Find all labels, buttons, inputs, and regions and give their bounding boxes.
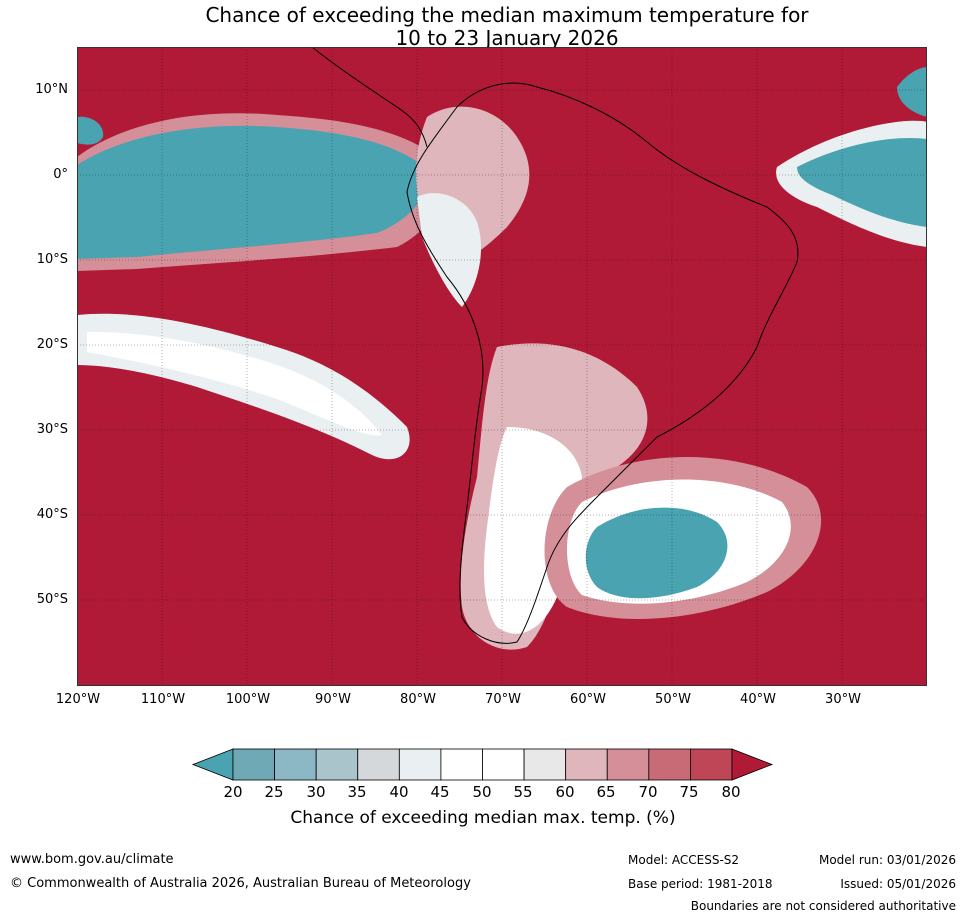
map-frame — [77, 47, 927, 686]
title-line-1: Chance of exceeding the median maximum t… — [205, 3, 809, 27]
lat-label-0: 0° — [53, 167, 68, 182]
colorbar-bin — [648, 748, 691, 781]
footer-copyright: © Commonwealth of Australia 2026, Austra… — [10, 876, 471, 891]
lon-label-30w: 30°W — [825, 692, 861, 707]
lat-label-50s: 50°S — [36, 592, 68, 607]
colorbar-tick-45: 45 — [430, 783, 450, 801]
colorbar-tick-25: 25 — [264, 783, 284, 801]
colorbar-bin — [523, 748, 567, 781]
south-america-coastline — [406, 82, 799, 644]
lat-label-30s: 30°S — [36, 422, 68, 437]
colorbar-tick-35: 35 — [347, 783, 367, 801]
graticule — [77, 47, 927, 686]
footer-issued: Issued: 05/01/2026 — [840, 877, 956, 891]
colorbar-title: Chance of exceeding median max. temp. (%… — [290, 808, 676, 828]
colorbar-bin — [357, 748, 400, 781]
colorbar-tick-55: 55 — [513, 783, 533, 801]
cool-anomaly-south-atlantic-core — [585, 507, 728, 599]
colorbar-tick-50: 50 — [472, 783, 492, 801]
colorbar-arrow-high — [731, 748, 774, 781]
lon-label-110w: 110°W — [140, 692, 186, 707]
lat-label-40s: 40°S — [36, 507, 68, 522]
lon-label-120w: 120°W — [55, 692, 101, 707]
colorbar — [191, 748, 774, 781]
colorbar-tick-65: 65 — [596, 783, 616, 801]
lon-label-50w: 50°W — [655, 692, 691, 707]
forecast-map — [77, 47, 927, 686]
footer-boundaries-note: Boundaries are not considered authoritat… — [690, 899, 956, 913]
colorbar-arrow-low — [191, 748, 234, 781]
footer-website-link[interactable]: www.bom.gov.au/climate — [10, 852, 174, 867]
colorbar-bin — [565, 748, 608, 781]
colorbar-bin — [606, 748, 650, 781]
colorbar-tick-30: 30 — [306, 783, 326, 801]
title-line-2: 10 to 23 January 2026 — [395, 26, 619, 50]
lat-label-10s: 10°S — [36, 252, 68, 267]
lon-label-90w: 90°W — [315, 692, 351, 707]
colorbar-bin — [690, 748, 733, 781]
colorbar-tick-70: 70 — [638, 783, 658, 801]
map-title: Chance of exceeding the median maximum t… — [0, 4, 965, 50]
colorbar-tick-20: 20 — [223, 783, 243, 801]
cool-anomaly-equatorial-pacific-core — [77, 125, 427, 259]
colorbar-bin — [440, 748, 483, 781]
lon-label-60w: 60°W — [570, 692, 606, 707]
neutral-region-andes-north — [417, 193, 482, 307]
colorbar-tick-60: 60 — [555, 783, 575, 801]
neutral-band-south-pacific-inner — [87, 331, 382, 436]
map-canvas — [77, 47, 927, 686]
lon-label-40w: 40°W — [740, 692, 776, 707]
lon-label-70w: 70°W — [485, 692, 521, 707]
cool-anomaly-equatorial-atlantic-core — [797, 137, 927, 227]
cool-anomaly-north-atlantic — [897, 67, 927, 117]
colorbar-bin — [315, 748, 359, 781]
colorbar-tick-80: 80 — [721, 783, 741, 801]
colorbar-bin — [398, 748, 442, 781]
colorbar-bin — [482, 748, 525, 781]
colorbar-bin — [232, 748, 275, 781]
footer-base-period: Base period: 1981-2018 — [628, 877, 773, 891]
footer-model-run: Model run: 03/01/2026 — [818, 853, 956, 867]
lon-label-80w: 80°W — [400, 692, 436, 707]
colorbar-tick-75: 75 — [679, 783, 699, 801]
footer-model: Model: ACCESS-S2 — [628, 853, 740, 867]
cool-anomaly-west-pacific — [77, 116, 104, 145]
colorbar-bin — [274, 748, 317, 781]
lat-label-10n: 10°N — [35, 82, 68, 97]
lat-label-20s: 20°S — [36, 337, 68, 352]
lon-label-100w: 100°W — [225, 692, 271, 707]
colorbar-tick-40: 40 — [389, 783, 409, 801]
